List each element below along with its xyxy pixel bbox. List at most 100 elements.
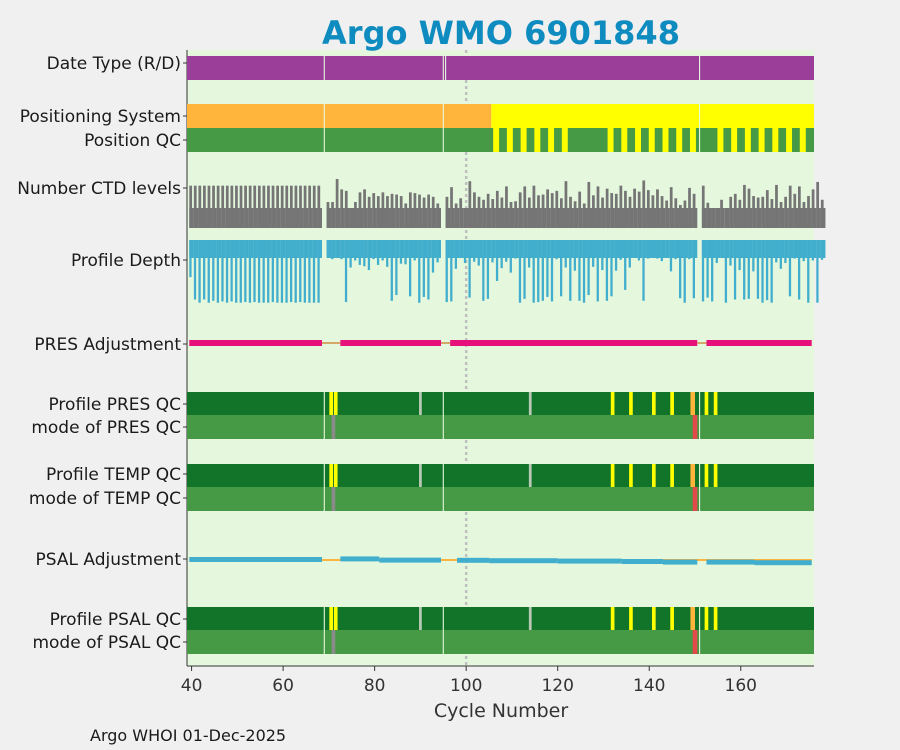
profile-depth-bar — [793, 240, 796, 259]
pres-adjustment-segment — [706, 340, 812, 346]
ctd-level-bar — [212, 185, 215, 228]
profile-depth-top — [235, 240, 240, 258]
profile-depth-bar — [486, 240, 490, 299]
row-label: Profile Depth — [71, 251, 181, 271]
ctd-level-bar — [797, 186, 801, 228]
position-qc-gap — [699, 128, 701, 152]
profile-depth-bar — [473, 240, 476, 262]
profile-depth-bar — [509, 240, 512, 273]
ctd-level-base — [770, 208, 776, 228]
ctd-level-base — [486, 208, 492, 228]
profile-depth-bar — [788, 240, 792, 297]
ctd-level-bar — [303, 185, 307, 228]
profile-depth-bar — [587, 240, 590, 296]
profile-depth-bar — [367, 240, 371, 271]
ctd-level-base — [335, 208, 341, 228]
ctd-level-base — [532, 208, 538, 228]
profile-depth-bar — [404, 240, 407, 265]
ctd-level-bar — [564, 181, 568, 228]
ctd-level-bar — [207, 185, 211, 228]
ctd-level-base — [660, 208, 666, 228]
ctd-level-bar — [267, 185, 270, 228]
mode-qc-bar — [187, 487, 814, 511]
ctd-level-base — [514, 208, 519, 228]
psal-adjustment-segment — [754, 560, 812, 566]
ctd-level-base — [793, 208, 798, 228]
ctd-level-base — [688, 208, 693, 228]
ctd-level-base — [312, 208, 318, 228]
ctd-level-base — [212, 208, 217, 228]
profile-qc-gap — [442, 607, 444, 630]
profile-depth-bar — [770, 240, 773, 303]
profile-depth-bar — [312, 240, 316, 303]
profile-qc-gap — [442, 392, 444, 415]
profile-qc-amber — [690, 607, 696, 630]
ctd-level-bar — [198, 185, 202, 228]
ctd-level-bar — [308, 185, 312, 228]
profile-depth-top — [248, 240, 254, 258]
profile-qc-yellow — [329, 464, 333, 487]
row-date-type — [187, 56, 814, 80]
ctd-level-base — [225, 208, 231, 228]
ctd-level-base — [505, 208, 510, 228]
ctd-level-base — [491, 208, 496, 228]
pres-adjustment-segment — [441, 342, 451, 344]
profile-depth-bar — [335, 240, 339, 258]
profile-depth-bar — [235, 240, 238, 303]
profile-qc-yellow — [629, 464, 633, 487]
ctd-level-base — [239, 208, 245, 228]
ctd-level-base — [669, 208, 675, 228]
ctd-level-base — [816, 208, 821, 228]
ctd-level-bar — [532, 185, 536, 228]
profile-qc-yellow — [651, 607, 656, 630]
profile-depth-bar — [294, 240, 297, 303]
ctd-level-base — [248, 208, 254, 228]
ctd-level-bar — [688, 187, 691, 228]
ctd-level-base — [358, 208, 364, 228]
profile-qc-yellow — [670, 392, 674, 415]
profile-depth-bar — [418, 240, 421, 303]
profile-qc-yellow — [713, 392, 718, 415]
ctd-level-bar — [239, 185, 243, 228]
ctd-level-base — [404, 208, 409, 228]
ctd-level-bar — [203, 185, 206, 228]
profile-depth-bar — [720, 240, 723, 258]
profile-depth-bar — [537, 240, 540, 303]
profile-depth-bar — [532, 240, 535, 303]
ctd-level-base — [683, 208, 689, 228]
ctd-level-base — [765, 208, 771, 228]
profile-qc-yellow — [333, 464, 338, 487]
profile-depth-bar — [500, 240, 503, 269]
profile-depth-bar — [573, 240, 577, 271]
position-qc-mark — [676, 128, 683, 152]
ctd-level-bar — [230, 185, 234, 228]
row-label: mode of TEMP QC — [29, 489, 181, 509]
position-qc-mark — [758, 128, 765, 152]
profile-depth-top — [203, 240, 208, 258]
profile-qc-bar — [187, 392, 814, 415]
profile-depth-bar — [678, 240, 682, 299]
mode-qc-gap — [323, 415, 325, 439]
ctd-level-base — [555, 208, 560, 228]
ctd-level-base — [271, 208, 277, 228]
ctd-level-bar — [523, 186, 527, 228]
ctd-level-base — [811, 208, 817, 228]
profile-qc-yellow — [704, 392, 709, 415]
mode-qc-red — [692, 487, 698, 511]
profile-depth-bar — [688, 240, 691, 260]
mode-qc-gray — [331, 487, 336, 511]
x-tick-label: 100 — [450, 676, 482, 696]
pres-adjustment-segment — [450, 340, 698, 346]
ctd-level-base — [592, 208, 597, 228]
profile-depth-bar — [422, 240, 425, 297]
ctd-level-base — [761, 208, 766, 228]
ctd-level-base — [299, 208, 304, 228]
profile-depth-bar — [317, 240, 320, 303]
row-mode-pres-qc — [187, 415, 814, 439]
position-qc-mark — [689, 128, 696, 152]
position-qc-mark — [717, 128, 724, 152]
row-position-qc — [187, 128, 814, 152]
mode-qc-gap — [323, 487, 325, 511]
profile-depth-bar — [381, 240, 384, 261]
ctd-level-base — [262, 208, 268, 228]
